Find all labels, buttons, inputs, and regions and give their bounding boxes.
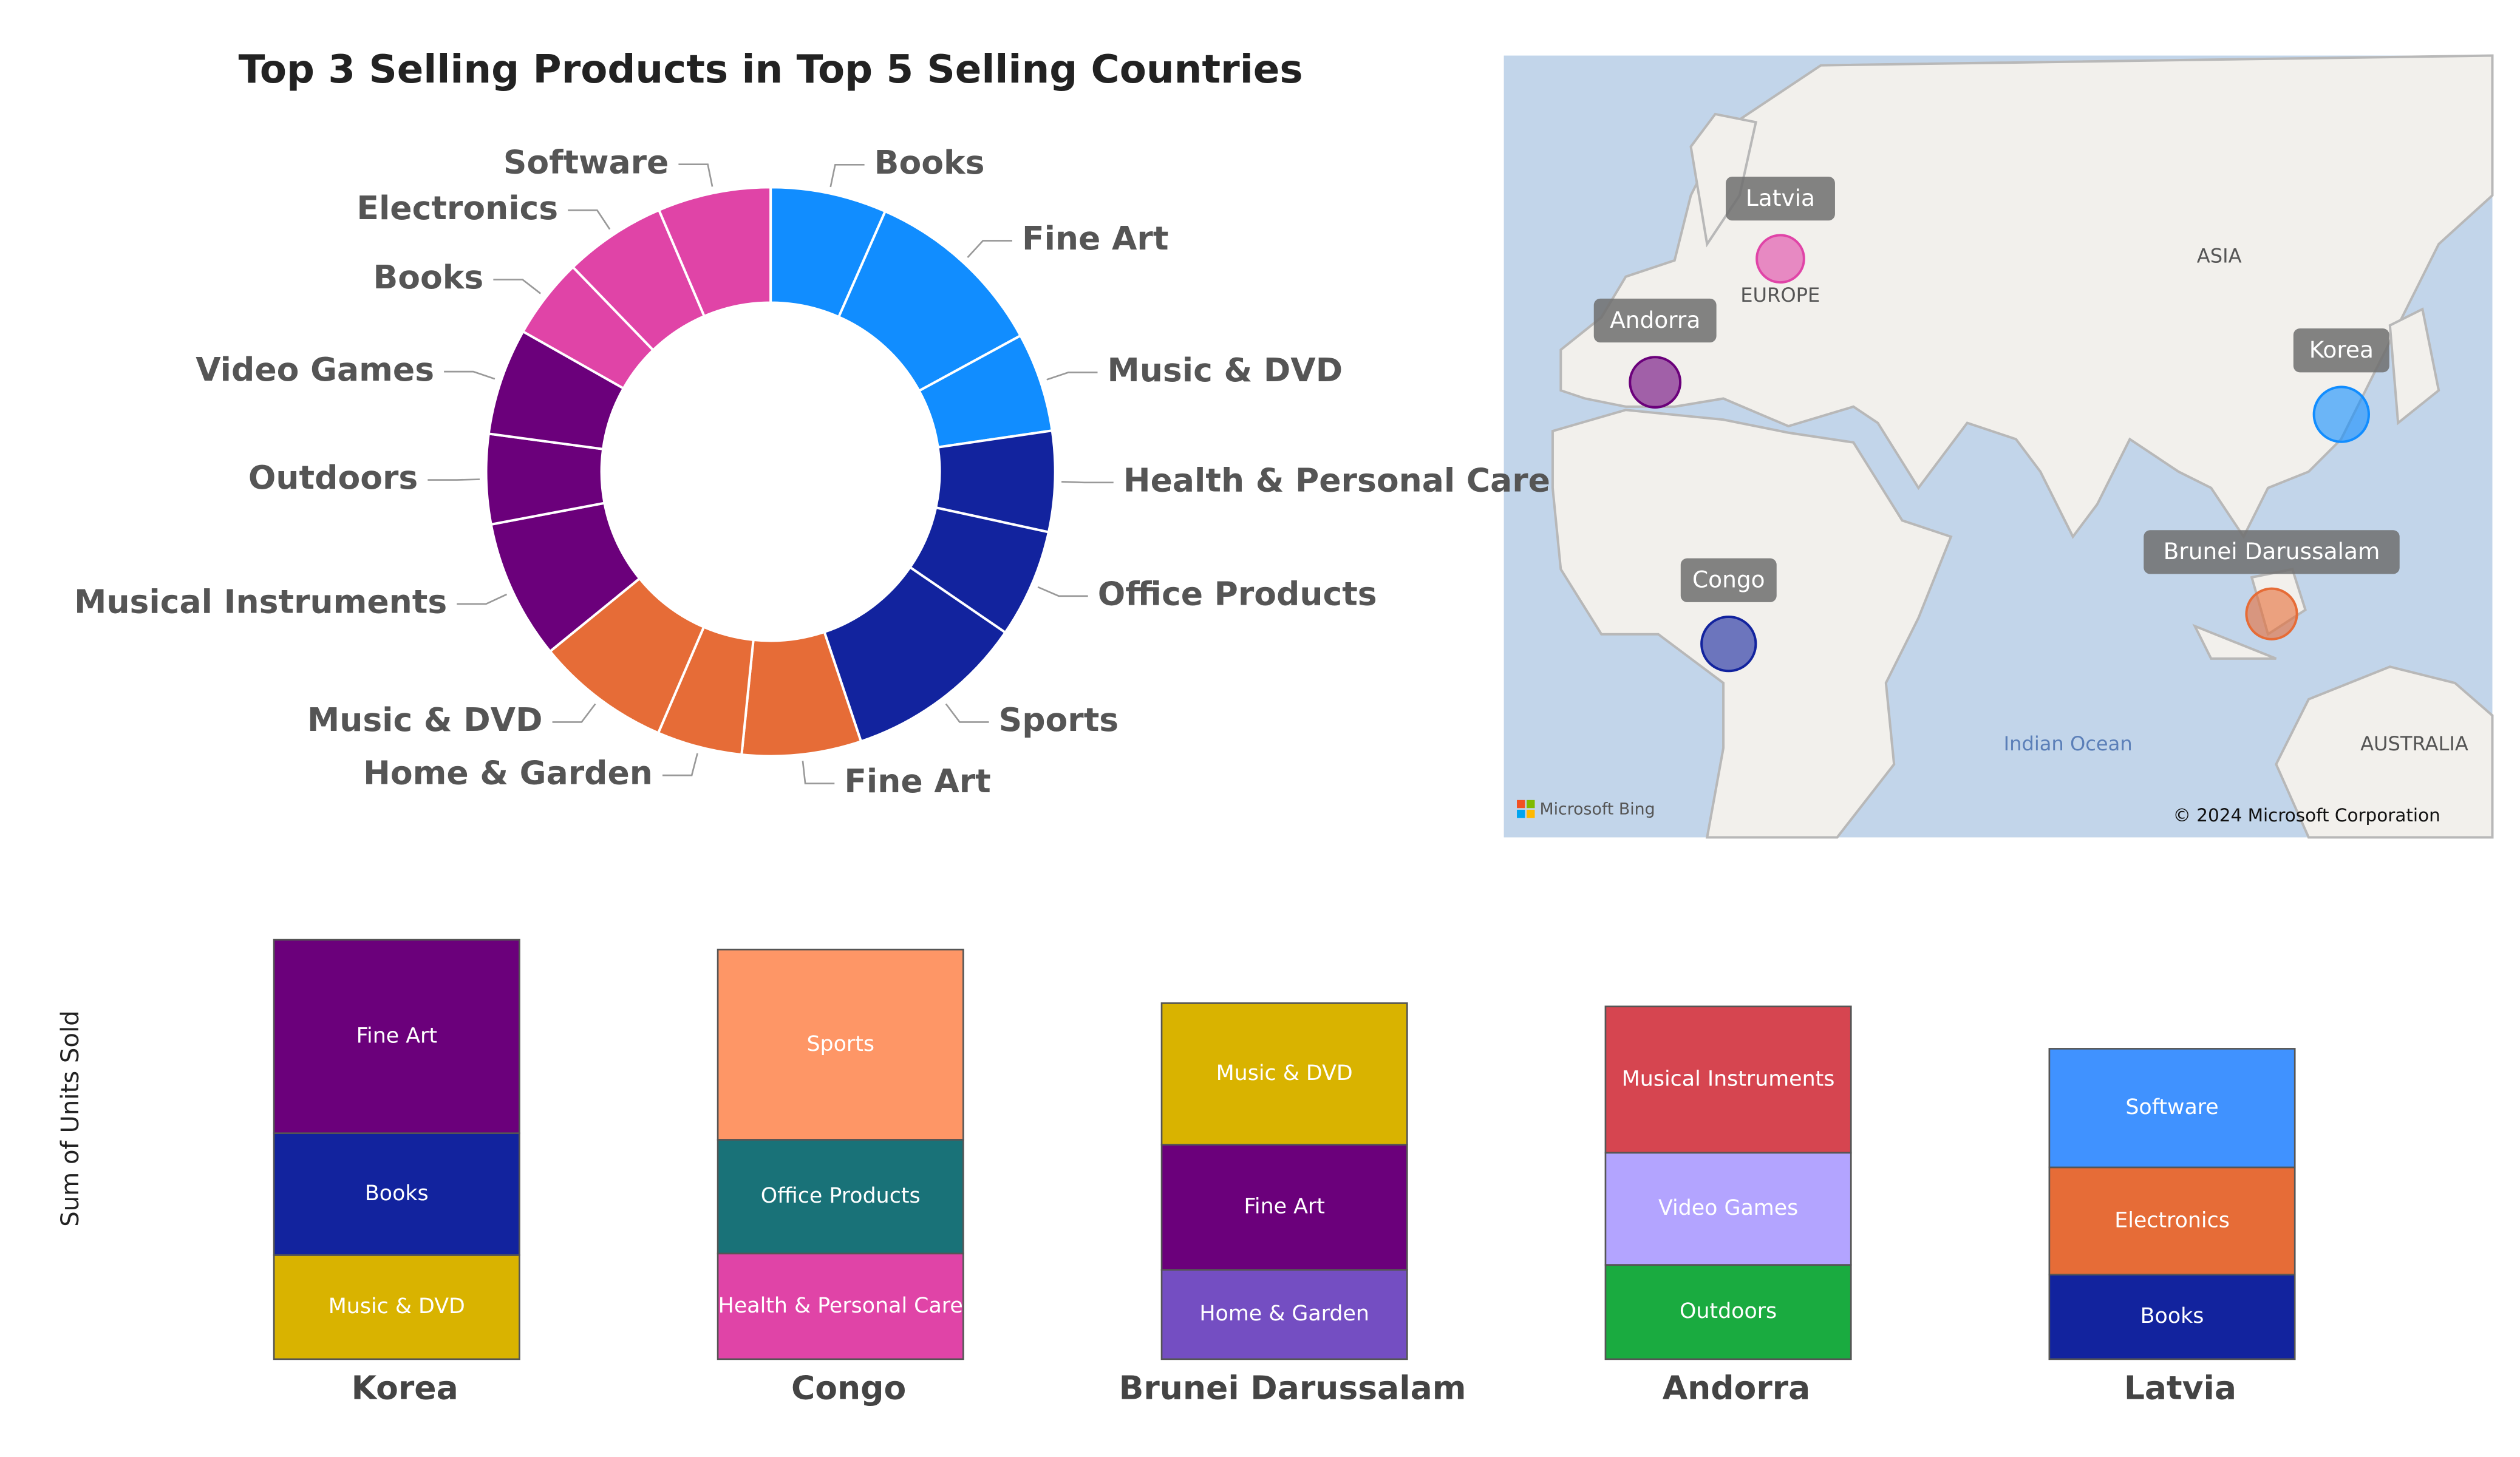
land [2275,665,2494,839]
slice-label: Books [874,143,985,182]
bar-segment [1160,1269,1408,1360]
map-bubble [2245,587,2298,640]
segment-label: Office Products [761,1184,921,1208]
leader-line [1061,481,1114,484]
segment-label: Sports [806,1032,874,1056]
segment-label: Musical Instruments [1622,1067,1835,1091]
slice-label: Sports [999,701,1119,739]
map-label: AUSTRALIA [2360,732,2468,755]
bubble-label: Latvia [1746,185,1815,211]
leader-line [802,761,835,784]
logo-square [1517,809,1525,818]
x-tick-label: Andorra [1663,1368,1811,1407]
map-attribution: © 2024 Microsoft Corporation [2173,805,2440,826]
bubble-tag [2293,328,2389,373]
x-tick-label: Brunei Darussalam [1119,1368,1466,1407]
leader-line [1037,586,1088,597]
map-label: ASIA [2197,245,2242,268]
map-label: EUROPE [1740,284,1820,307]
y-axis-label: Sum of Units Sold [56,1010,84,1226]
slice-label: Music & DVD [1108,351,1343,389]
bubble-tag [1593,298,1717,343]
slice-label: Fine Art [844,762,990,800]
land [1559,54,2494,540]
slice-label: Music & DVD [307,701,543,739]
bar-segment [717,1252,964,1360]
leader-line [662,753,698,776]
segment-label: Books [365,1181,429,1206]
bar-segment [1160,1002,1408,1146]
map-logo: Microsoft Bing [1540,800,1655,818]
leader-line [493,279,542,294]
bar-segment [1604,1264,1852,1360]
bubble-tag [2144,530,2400,574]
map-bubble [1755,234,1805,284]
bubble-label: Andorra [1610,307,1700,333]
land [1689,112,2440,660]
x-tick-label: Congo [791,1368,906,1407]
slice-label: Home & Garden [363,754,653,792]
slice-label: Outdoors [248,458,418,497]
segment-label: Electronics [2114,1208,2230,1232]
segment-label: Music & DVD [329,1294,465,1319]
leader-line [568,209,611,230]
leader-line [457,593,508,605]
bubble-label: Congo [1692,566,1765,593]
leader-line [829,163,865,188]
map-bubble [1629,356,1682,409]
segment-label: Home & Garden [1199,1302,1369,1326]
bar-segment [273,939,520,1135]
leader-line [444,370,495,380]
segment-label: Health & Personal Care [718,1294,963,1318]
segment-label: Fine Art [356,1024,437,1048]
bubble-tag [1680,558,1777,602]
segment-label: Video Games [1658,1196,1798,1220]
map-base: Microsoft Bing © 2024 Microsoft Corporat… [1503,54,2494,839]
segment-label: Books [2140,1304,2204,1328]
map-label: Indian Ocean [2004,732,2133,755]
bubble-tag [1726,176,1835,221]
segment-label: Fine Art [1244,1195,1324,1219]
slice-label: Electronics [356,189,558,227]
bar-segment [2048,1274,2296,1360]
land [1551,409,1953,839]
map-bubble [1700,616,1757,673]
map-bubble [2312,385,2370,443]
donut-title: Top 3 Selling Products in Top 5 Selling … [239,47,1303,92]
slice-label: Health & Personal Care [1123,461,1550,499]
x-tick-label: Latvia [2124,1368,2236,1407]
slice-label: Office Products [1098,574,1377,613]
segment-label: Outdoors [1680,1299,1777,1323]
bar-segment [273,1132,520,1256]
slice-label: Software [503,143,669,181]
slice-label: Books [373,258,483,296]
bar-segment [273,1254,520,1360]
slice-label: Musical Instruments [74,582,447,620]
bar-segment [717,948,964,1141]
bar-segment [2048,1048,2296,1169]
bar-segment [2048,1166,2296,1275]
bar-segment [1604,1005,1852,1154]
logo-square [1517,800,1525,809]
logo-square [1527,800,1535,809]
leader-line [678,163,713,187]
bubble-label: Brunei Darussalam [2164,538,2380,565]
leader-line [945,703,989,723]
donut-slice [657,186,772,318]
leader-line [552,703,596,723]
bar-segment [1604,1152,1852,1266]
x-tick-label: Korea [352,1368,458,1407]
leader-line [967,240,1012,259]
bar-segment [1160,1144,1408,1271]
bubble-label: Korea [2309,336,2374,363]
segment-label: Software [2125,1095,2218,1119]
segment-label: Music & DVD [1216,1061,1353,1085]
slice-label: Video Games [196,350,434,389]
logo-square [1527,809,1535,818]
leader-line [1046,372,1098,381]
slice-label: Fine Art [1022,219,1168,257]
